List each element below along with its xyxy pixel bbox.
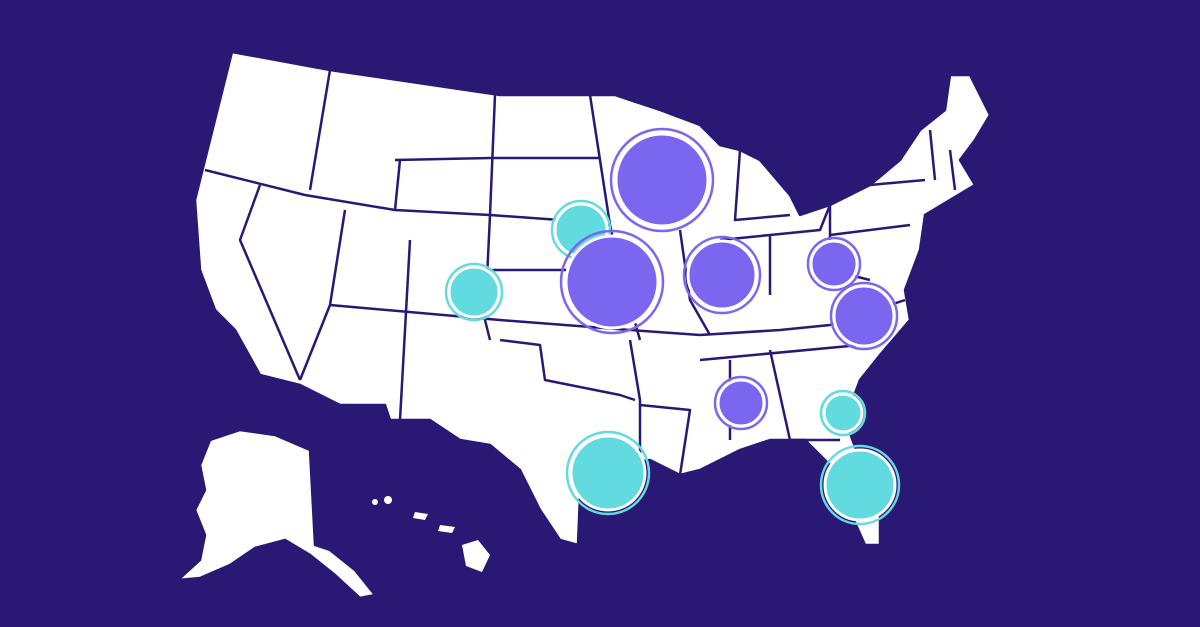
bubble-ring [559,229,665,335]
bubble-ring [609,127,715,233]
border [398,239,412,421]
hawaii [372,496,490,572]
island [372,499,378,505]
island [462,540,490,572]
border [490,268,636,402]
bubble-ring [565,430,651,516]
bubble-ring [829,281,899,351]
alaska [176,428,377,600]
bubble-ring [819,389,867,437]
bubble [716,378,766,428]
border [628,339,692,476]
bubble-ring [682,235,762,315]
border [733,149,791,222]
island [413,512,428,520]
bubble [686,239,758,311]
bubble [822,392,864,434]
bubble [564,234,660,330]
border [238,184,302,381]
bubble [823,448,897,522]
border [308,69,332,191]
border [329,303,701,337]
bubble [447,265,501,319]
border [678,204,832,336]
bubble-ring [713,375,769,431]
island [384,496,392,504]
bubble [614,132,710,228]
state-borders [204,69,957,476]
bubble [569,434,647,512]
bubble [832,284,896,348]
bubble [809,239,859,289]
bubble-ring [444,262,504,322]
bubble-ring [819,444,901,526]
island [438,525,455,533]
border [393,156,600,211]
bubbles [444,127,901,526]
bubble-ring [806,236,862,292]
